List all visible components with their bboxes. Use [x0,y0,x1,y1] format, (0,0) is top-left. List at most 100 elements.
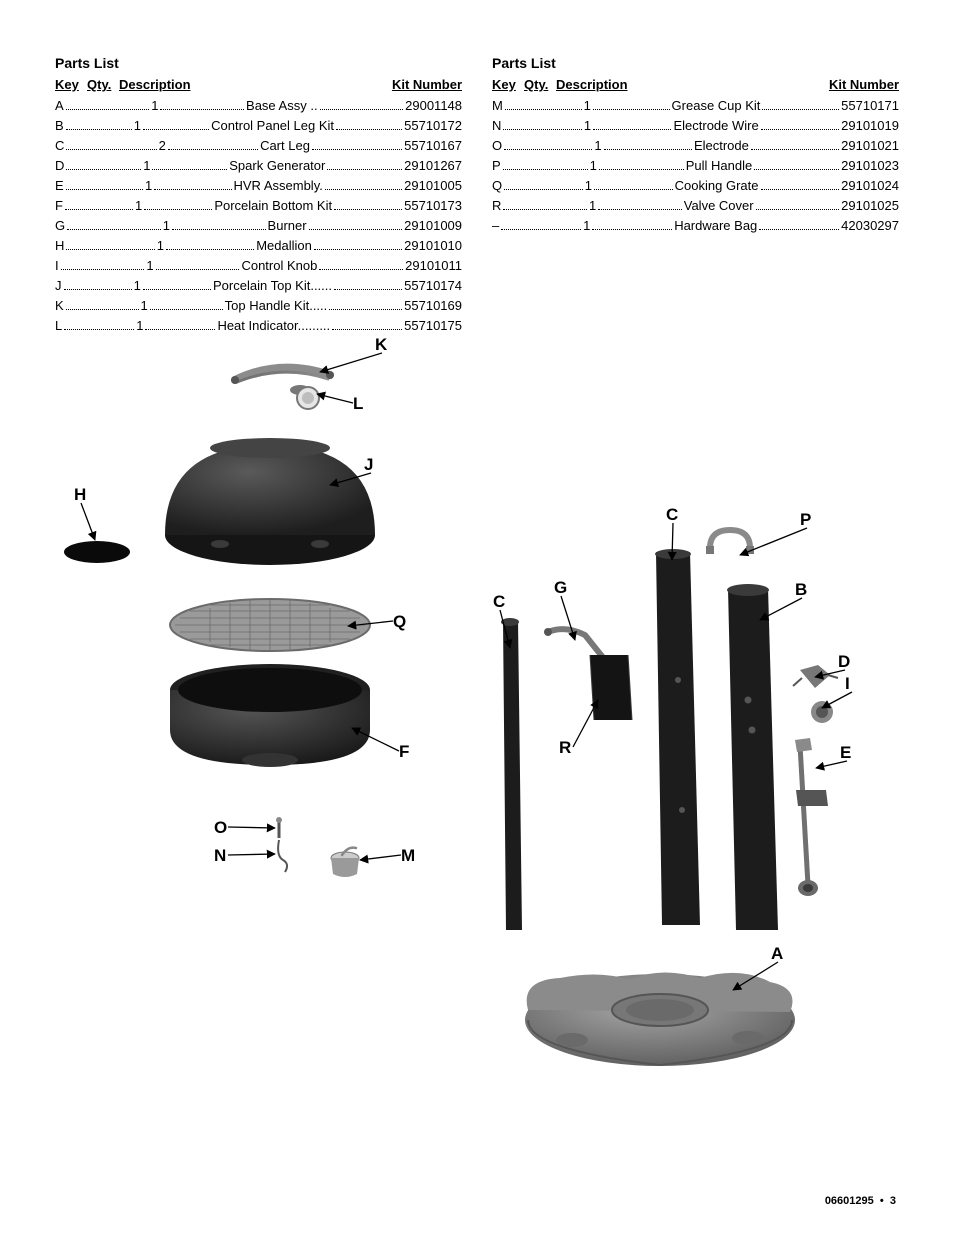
leader-dots [598,209,682,210]
leader-dots [66,309,139,310]
part-qty: 1 [594,136,601,156]
leader-dots [503,209,587,210]
part-row: E1HVR Assembly.29101005 [55,176,462,196]
part-kit: 55710174 [404,276,462,296]
part-key: N [492,116,501,136]
leader-dots [761,129,839,130]
leader-dots [66,249,154,250]
part-row: N1Electrode Wire29101019 [492,116,899,136]
leader-dots [152,169,227,170]
part-key: I [55,256,59,276]
part-row: –1Hardware Bag42030297 [492,216,899,236]
part-electrode [276,817,282,838]
part-desc: Porcelain Top Kit...... [213,276,332,296]
part-qty: 1 [585,176,592,196]
part-cooking-grate [170,599,370,651]
part-qty: 1 [134,276,141,296]
leader-dots [504,189,583,190]
part-row: B1Control Panel Leg Kit55710172 [55,116,462,136]
leader-dots [66,149,156,150]
leader-dots [314,249,402,250]
header-qty: Qty. [524,77,556,92]
part-key: A [55,96,64,116]
exploded-diagram: KLJHQFONMCGRCPBDIEA [0,330,954,1150]
part-porcelain-top [165,438,375,565]
leader-dots [65,209,133,210]
part-hvr-assembly [795,738,828,896]
part-kit: 29101267 [404,156,462,176]
leader-dots [594,189,673,190]
part-kit: 55710167 [404,136,462,156]
header-kit: Kit Number [829,77,899,92]
diagram-label-L: L [353,394,363,414]
part-qty: 1 [590,156,597,176]
part-desc: Electrode [694,136,749,156]
diagram-label-O: O [214,818,227,838]
leader-dots [327,169,402,170]
part-cart-leg-left [501,618,522,930]
part-qty: 1 [145,176,152,196]
part-row: P1Pull Handle29101023 [492,156,899,176]
part-desc: Top Handle Kit..... [225,296,328,316]
header-kit: Kit Number [392,77,462,92]
part-key: J [55,276,62,296]
leader-dots [592,229,672,230]
part-key: R [492,196,501,216]
part-key: H [55,236,64,256]
part-key: B [55,116,64,136]
part-row: O1Electrode29101021 [492,136,899,156]
part-row: A1Base Assy ..29001148 [55,96,462,116]
part-key: K [55,296,64,316]
part-qty: 1 [134,116,141,136]
diagram-label-B: B [795,580,807,600]
part-desc: Valve Cover [684,196,754,216]
header-key: Key [55,77,87,92]
leader-dots [143,289,211,290]
part-qty: 1 [583,216,590,236]
leader-dots [751,149,839,150]
part-key: M [492,96,503,116]
part-kit: 55710173 [404,196,462,216]
leader-dots [309,229,403,230]
part-key: D [55,156,64,176]
header-desc: Description [119,77,191,92]
part-qty: 1 [163,216,170,236]
leader-dots [604,149,692,150]
part-kit: 29101010 [404,236,462,256]
part-desc: Hardware Bag [674,216,757,236]
leader-dots [593,129,671,130]
leader-dots [329,309,402,310]
leader-dots [144,209,212,210]
leader-dots [66,109,150,110]
part-desc: Spark Generator [229,156,325,176]
part-row: Q1Cooking Grate29101024 [492,176,899,196]
part-row: M1Grease Cup Kit55710171 [492,96,899,116]
part-desc: Electrode Wire [673,116,758,136]
part-medallion [64,541,130,563]
part-key: Q [492,176,502,196]
leader-dots [319,269,403,270]
part-row: K1Top Handle Kit.....55710169 [55,296,462,316]
part-pull-handle [706,530,754,554]
leader-dots [599,169,684,170]
leader-dots [754,169,839,170]
part-cart-leg-right [655,549,700,925]
part-qty: 1 [146,256,153,276]
leader-dots [66,129,132,130]
list-title-left: Parts List [55,55,462,71]
part-row: R1Valve Cover29101025 [492,196,899,216]
part-qty: 1 [589,196,596,216]
part-row: D1Spark Generator29101267 [55,156,462,176]
part-kit: 55710171 [841,96,899,116]
part-kit: 55710172 [404,116,462,136]
part-electrode-wire [278,840,287,872]
list-header-right: Key Qty. Description Kit Number [492,77,899,92]
part-top-handle [231,368,334,395]
leader-dots [334,209,402,210]
part-kit: 29101005 [404,176,462,196]
leader-dots [762,109,839,110]
leader-dots [61,269,145,270]
part-row: J 1 Porcelain Top Kit...... 55710174 [55,276,462,296]
header-qty: Qty. [87,77,119,92]
part-valve-cover [590,655,632,720]
